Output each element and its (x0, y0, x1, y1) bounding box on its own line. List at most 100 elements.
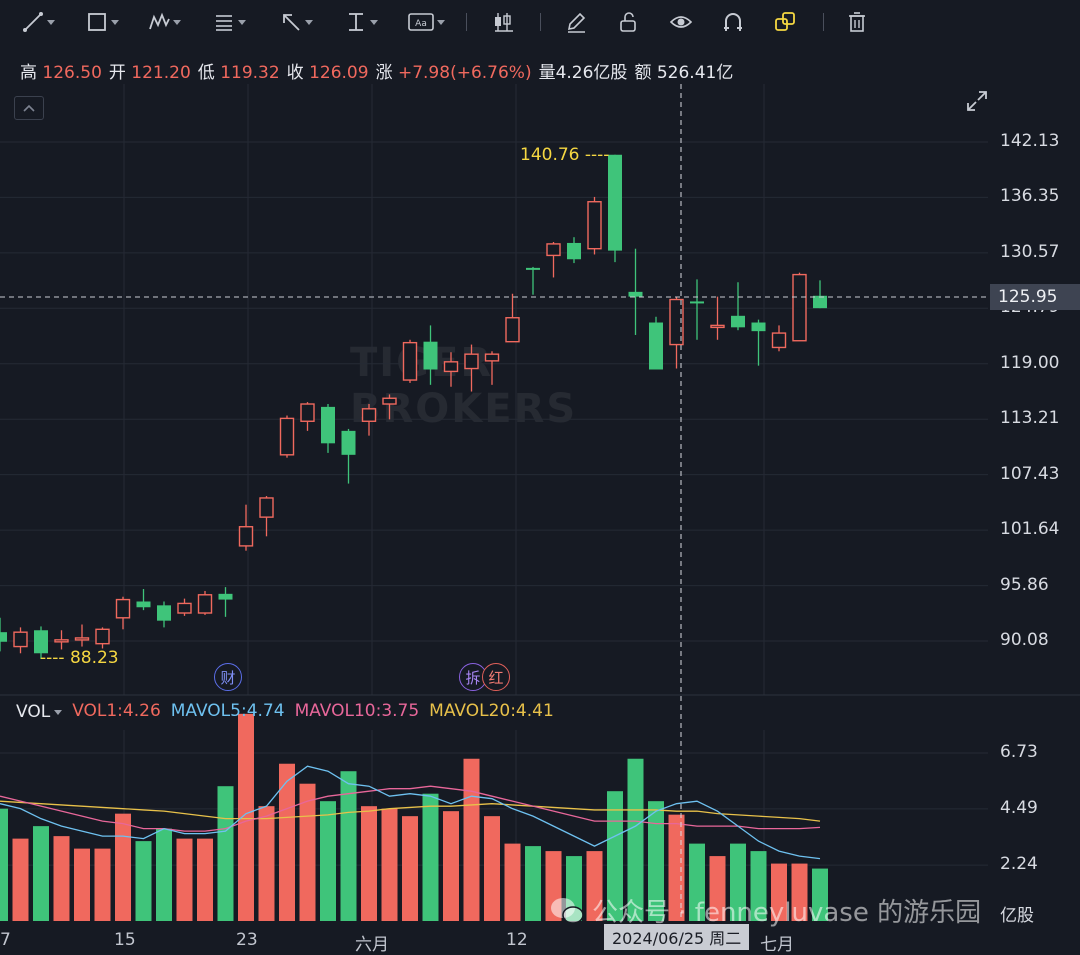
volume-bar (217, 786, 234, 921)
volume-unit-label: 亿股 (1000, 906, 1034, 926)
volume-bar (791, 863, 808, 921)
volume-bar (258, 806, 275, 921)
eye-icon (670, 16, 692, 28)
magnet-tool-button[interactable] (722, 6, 744, 38)
candle-body (587, 201, 602, 250)
fib-tool-button[interactable] (213, 6, 246, 38)
candle-body (505, 317, 520, 343)
volume-bar (53, 836, 70, 921)
mavol5-line (0, 765, 821, 860)
candle-body (792, 273, 807, 342)
kline-chart[interactable] (0, 84, 1080, 951)
arrow-tool-button[interactable] (280, 6, 313, 38)
time-tick-label: 七月 (760, 935, 794, 955)
lock-tool-button[interactable] (617, 6, 639, 38)
candle-body (177, 602, 192, 614)
volume-bar (320, 801, 336, 921)
volume-bar (156, 828, 172, 921)
rect-tool-button[interactable] (86, 6, 119, 38)
price-tick-label: 119.00 (1000, 352, 1060, 373)
volume-bar (74, 848, 90, 921)
mavol5-value: MAVOL5:4.74 (170, 701, 285, 721)
time-tick-label: 23 (236, 930, 258, 950)
dividend-event-badge[interactable]: 红 (482, 663, 510, 691)
chevron-down-icon (437, 19, 445, 25)
chevron-down-icon (173, 19, 181, 25)
volume-indicator-header: VOL VOL1:4.26 MAVOL5:4.74 MAVOL10:3.75 M… (16, 701, 554, 723)
link-icon (775, 12, 795, 31)
price-tick-label: 101.64 (1000, 519, 1060, 540)
candle-body (115, 598, 131, 619)
volume-bar (94, 848, 111, 921)
vol1-value: VOL1:4.26 (72, 701, 161, 721)
candle-body (443, 361, 459, 373)
open-label: 开 (108, 63, 126, 83)
pencil-tool-button[interactable] (565, 6, 587, 38)
candle-body (54, 639, 69, 643)
mavol10-line (0, 785, 821, 832)
candle-body (361, 408, 377, 422)
volume-indicator-selector[interactable]: VOL (16, 701, 63, 723)
volume-bar (607, 791, 623, 921)
trash-tool-button[interactable] (846, 6, 868, 38)
close-label: 收 (286, 63, 304, 83)
line-tool-button[interactable] (22, 6, 55, 38)
text-icon: Aa (408, 13, 434, 31)
candle-body (567, 242, 581, 260)
price-tick-label: 113.21 (1000, 408, 1060, 429)
candle-body (197, 594, 213, 614)
fullscreen-expand-icon[interactable] (964, 88, 990, 114)
volume-bar (730, 843, 746, 921)
candle-body (279, 417, 295, 456)
quote-info-bar: 高 126.50 开 121.20 低 119.32 收 126.09 涨 +7… (20, 58, 733, 83)
earnings-event-badge[interactable]: 财 (214, 663, 242, 691)
candle-body (484, 353, 500, 362)
volume-bar (750, 851, 767, 921)
indicator-name: VOL (16, 702, 51, 722)
price-tick-label: 130.57 (1000, 241, 1060, 262)
volume-bar (340, 771, 357, 921)
time-tick-label: 7 (0, 930, 11, 950)
chevron-down-icon (238, 19, 246, 25)
pattern-tool-button[interactable] (148, 6, 181, 38)
volume-bar (627, 758, 644, 921)
candle-body (608, 154, 622, 251)
collapse-button[interactable] (14, 96, 44, 120)
candle-body (13, 631, 28, 648)
measure-tool-button[interactable] (345, 6, 378, 38)
candle-body (731, 315, 745, 328)
link-tool-button[interactable] (774, 6, 796, 38)
volume-bar (115, 813, 131, 921)
time-tick-label: 15 (114, 930, 136, 950)
eye-tool-button[interactable] (670, 6, 692, 38)
time-tick-label: 六月 (355, 935, 389, 955)
unlock-icon (620, 12, 636, 32)
candle-body (341, 430, 356, 455)
price-tick-label: 107.43 (1000, 463, 1060, 484)
volume-bar (176, 838, 193, 921)
volume-bar (504, 843, 521, 921)
current-price-tag: 125.95 (990, 284, 1080, 310)
candle-body (771, 332, 787, 349)
candle-body (813, 295, 827, 309)
magnet-icon (724, 13, 742, 31)
drawing-toolbar: Aa (0, 0, 1080, 46)
low-marker-label: ---- 88.23 (40, 648, 119, 668)
candle-tool-button[interactable] (493, 6, 515, 38)
change-label: 涨 (375, 63, 393, 83)
close-value: 126.09 (309, 63, 369, 83)
volume-bar (525, 846, 541, 921)
price-tick-label: 136.35 (1000, 186, 1060, 207)
volume-tick-label: 4.49 (1000, 797, 1038, 818)
rectangle-icon (88, 13, 106, 31)
candle-body (74, 637, 90, 641)
candlestick-icon (495, 13, 513, 32)
candle-body (402, 341, 418, 381)
volume-bar (381, 808, 398, 921)
candle-body (238, 526, 254, 547)
amount-label: 额 (634, 63, 652, 83)
text-tool-button[interactable]: Aa (408, 6, 445, 38)
volume-bar (648, 801, 664, 921)
high-label: 高 (20, 63, 37, 83)
price-tick-label: 90.08 (1000, 630, 1049, 650)
